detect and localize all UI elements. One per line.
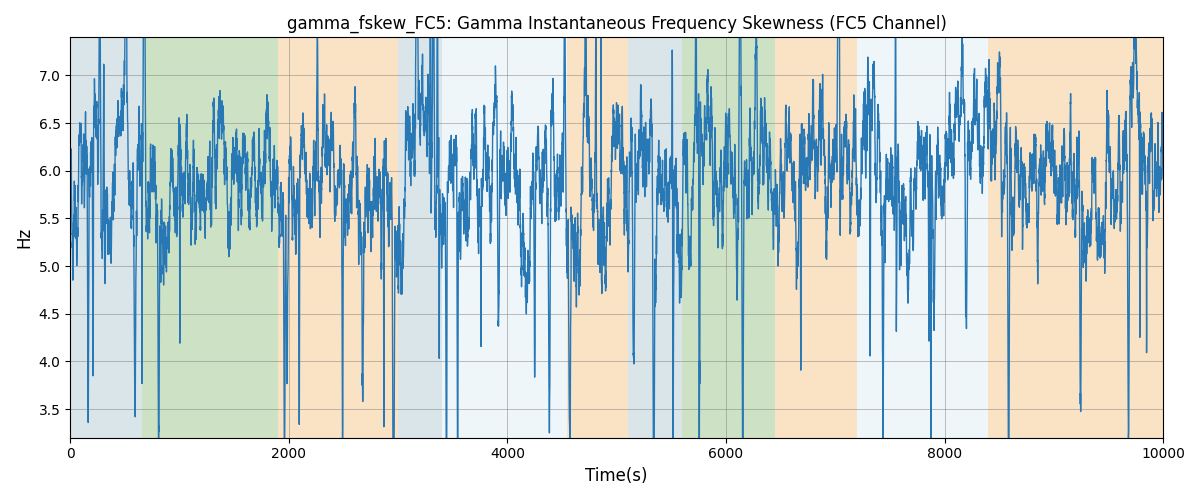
- Bar: [398, 38, 442, 438]
- Bar: [683, 38, 775, 438]
- Bar: [143, 38, 278, 438]
- X-axis label: Time(s): Time(s): [586, 467, 648, 485]
- Bar: [568, 38, 628, 438]
- Y-axis label: Hz: Hz: [16, 227, 34, 248]
- Bar: [71, 38, 143, 438]
- Bar: [857, 38, 989, 438]
- Bar: [775, 38, 857, 438]
- Bar: [278, 38, 398, 438]
- Bar: [442, 38, 568, 438]
- Bar: [989, 38, 1163, 438]
- Title: gamma_fskew_FC5: Gamma Instantaneous Frequency Skewness (FC5 Channel): gamma_fskew_FC5: Gamma Instantaneous Fre…: [287, 15, 947, 34]
- Bar: [628, 38, 683, 438]
